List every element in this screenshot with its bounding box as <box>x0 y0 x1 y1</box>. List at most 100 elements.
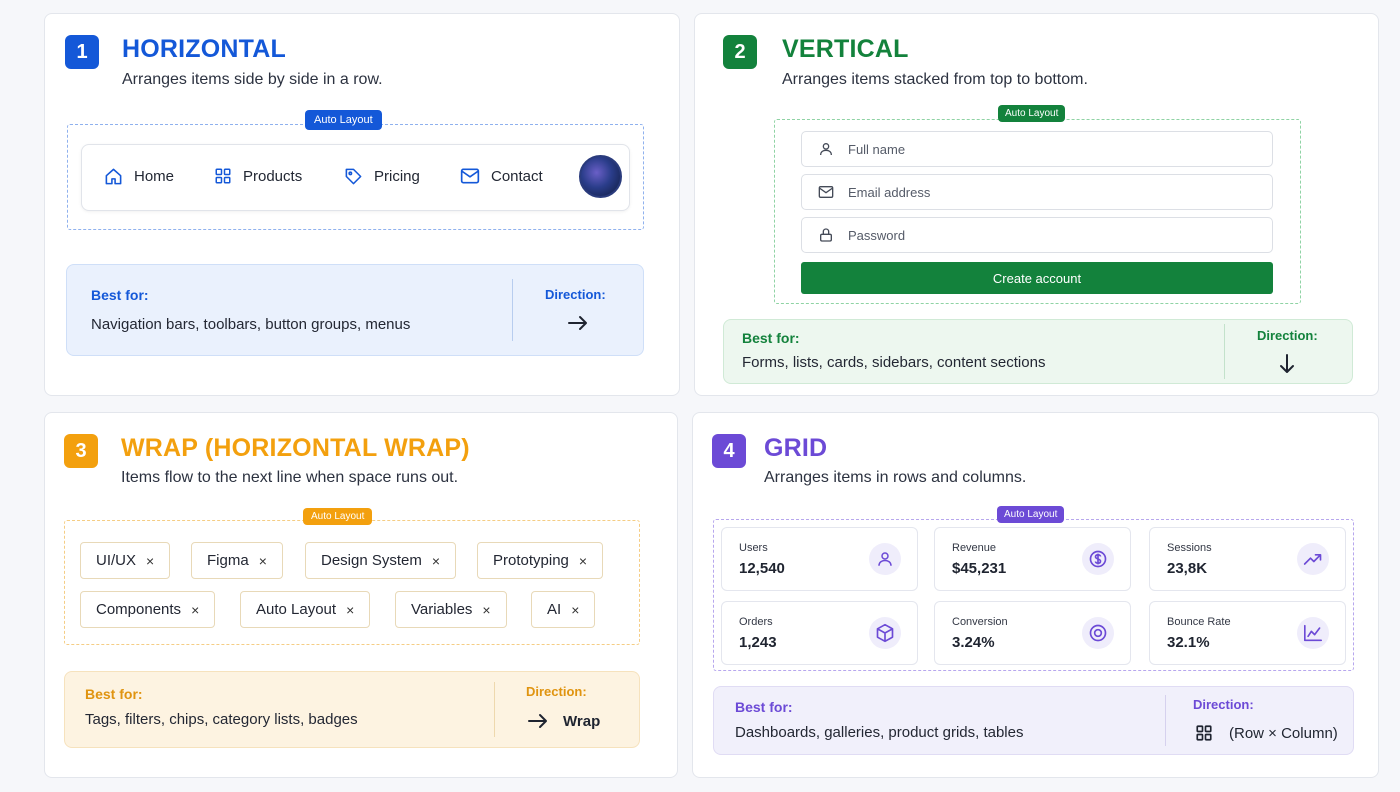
close-icon[interactable]: × <box>346 601 355 618</box>
best-for-label: Best for: <box>85 686 143 702</box>
nav-label-contact: Contact <box>491 167 543 185</box>
trend-up-icon <box>1297 543 1329 575</box>
chip-variables[interactable]: Variables × <box>395 591 507 628</box>
nav-item-products[interactable]: Products <box>214 167 302 185</box>
stat-label: Revenue <box>952 542 997 554</box>
box-icon <box>869 617 901 649</box>
horizontal-best-for-box: Best for: Navigation bars, toolbars, but… <box>66 264 644 356</box>
chip-label: Prototyping <box>493 552 569 569</box>
mail-icon <box>818 186 834 198</box>
chip-ui-ux[interactable]: UI/UX × <box>80 542 171 579</box>
horizontal-number: 1 <box>65 35 99 69</box>
user-icon <box>869 543 901 575</box>
direction-label: Direction: <box>526 684 587 699</box>
email-field[interactable]: Email address <box>801 174 1273 210</box>
target-icon <box>1082 617 1114 649</box>
wrap-title: WRAP (HORIZONTAL WRAP) <box>121 434 470 462</box>
arrow-down-icon <box>1280 354 1294 373</box>
wrap-number: 3 <box>64 434 98 468</box>
chip-label: Variables <box>411 601 473 618</box>
divider <box>512 279 513 341</box>
nav-label-pricing: Pricing <box>374 168 420 185</box>
lock-icon <box>820 228 832 242</box>
best-for-text: Tags, filters, chips, category lists, ba… <box>85 711 358 728</box>
arrow-right-icon <box>528 714 547 728</box>
wrap-best-for-box: Best for: Tags, filters, chips, category… <box>64 671 640 748</box>
close-icon[interactable]: × <box>431 552 441 569</box>
stat-label: Orders <box>739 616 773 628</box>
stat-sessions: Sessions 23,8K <box>1149 527 1346 591</box>
mail-icon <box>460 168 480 184</box>
stat-users: Users 12,540 <box>721 527 918 591</box>
chip-figma[interactable]: Figma × <box>191 542 283 579</box>
nav-item-contact[interactable]: Contact <box>460 167 543 185</box>
grid-number: 4 <box>712 434 746 468</box>
nav-item-pricing[interactable]: Pricing <box>344 167 420 186</box>
tag-icon <box>345 168 362 185</box>
chip-components[interactable]: Components × <box>80 591 216 628</box>
dollar-icon <box>1082 543 1114 575</box>
nav-bar: Home Products Pricing Contact <box>81 144 630 211</box>
grid-best-for-box: Best for: Dashboards, galleries, product… <box>713 686 1354 755</box>
full-name-placeholder: Full name <box>848 141 906 157</box>
chip-label: Design System <box>321 552 422 569</box>
best-for-label: Best for: <box>742 330 800 346</box>
direction-label: Direction: <box>545 287 606 302</box>
wrap-subtitle: Items flow to the next line when space r… <box>121 469 459 486</box>
vertical-number: 2 <box>723 35 757 69</box>
chip-auto-layout[interactable]: Auto Layout × <box>240 591 371 628</box>
divider <box>1165 695 1166 746</box>
stat-value: $45,231 <box>952 560 1007 577</box>
vertical-subtitle: Arranges items stacked from top to botto… <box>782 71 1088 88</box>
stat-value: 12,540 <box>739 560 785 577</box>
best-for-text: Forms, lists, cards, sidebars, content s… <box>742 354 1046 371</box>
grid-auto-layout-badge: Auto Layout <box>997 506 1065 523</box>
arrow-right-icon <box>568 316 587 330</box>
stat-value: 23,8K <box>1167 560 1208 577</box>
chip-label: AI <box>547 601 562 618</box>
grid-icon <box>1196 725 1212 741</box>
direction-value: (Row × Column) <box>1229 725 1338 742</box>
chip-label: Auto Layout <box>256 601 337 618</box>
chip-label: Figma <box>207 552 249 569</box>
horizontal-subtitle: Arranges items side by side in a row. <box>122 71 383 88</box>
grid-title: GRID <box>764 434 828 462</box>
close-icon[interactable]: × <box>191 601 200 618</box>
stat-label: Sessions <box>1167 542 1212 554</box>
create-account-button[interactable]: Create account <box>801 262 1273 294</box>
close-icon[interactable]: × <box>482 601 491 618</box>
horizontal-auto-layout-badge: Auto Layout <box>305 110 382 130</box>
email-placeholder: Email address <box>848 184 931 200</box>
divider <box>494 682 495 737</box>
close-icon[interactable]: × <box>258 552 267 569</box>
stat-label: Users <box>739 542 768 554</box>
best-for-label: Best for: <box>91 287 149 303</box>
vertical-title: VERTICAL <box>782 35 909 63</box>
best-for-label: Best for: <box>735 699 793 715</box>
vertical-best-for-box: Best for: Forms, lists, cards, sidebars,… <box>723 319 1353 384</box>
nav-item-home[interactable]: Home <box>104 167 174 186</box>
chip-label: Components <box>96 601 182 618</box>
stat-orders: Orders 1,243 <box>721 601 918 665</box>
chip-ai[interactable]: AI × <box>531 591 596 628</box>
stat-bounce-rate: Bounce Rate 32.1% <box>1149 601 1346 665</box>
chip-prototyping[interactable]: Prototyping × <box>477 542 604 579</box>
avatar[interactable] <box>579 155 622 198</box>
password-placeholder: Password <box>848 227 906 243</box>
vertical-auto-layout-badge: Auto Layout <box>998 105 1066 122</box>
grid-icon <box>215 168 231 184</box>
stat-conversion: Conversion 3.24% <box>934 601 1131 665</box>
chip-design-system[interactable]: Design System × <box>305 542 457 579</box>
grid-subtitle: Arranges items in rows and columns. <box>764 469 1027 486</box>
stat-value: 1,243 <box>739 634 777 651</box>
direction-label: Direction: <box>1193 697 1254 712</box>
nav-label-products: Products <box>243 167 303 185</box>
close-icon[interactable]: × <box>571 601 580 618</box>
close-icon[interactable]: × <box>578 552 588 569</box>
password-field[interactable]: Password <box>801 217 1273 253</box>
stat-value: 32.1% <box>1167 634 1210 651</box>
line-chart-icon <box>1297 617 1329 649</box>
close-icon[interactable]: × <box>146 552 155 569</box>
stat-label: Bounce Rate <box>1167 616 1231 628</box>
full-name-field[interactable]: Full name <box>801 131 1273 167</box>
